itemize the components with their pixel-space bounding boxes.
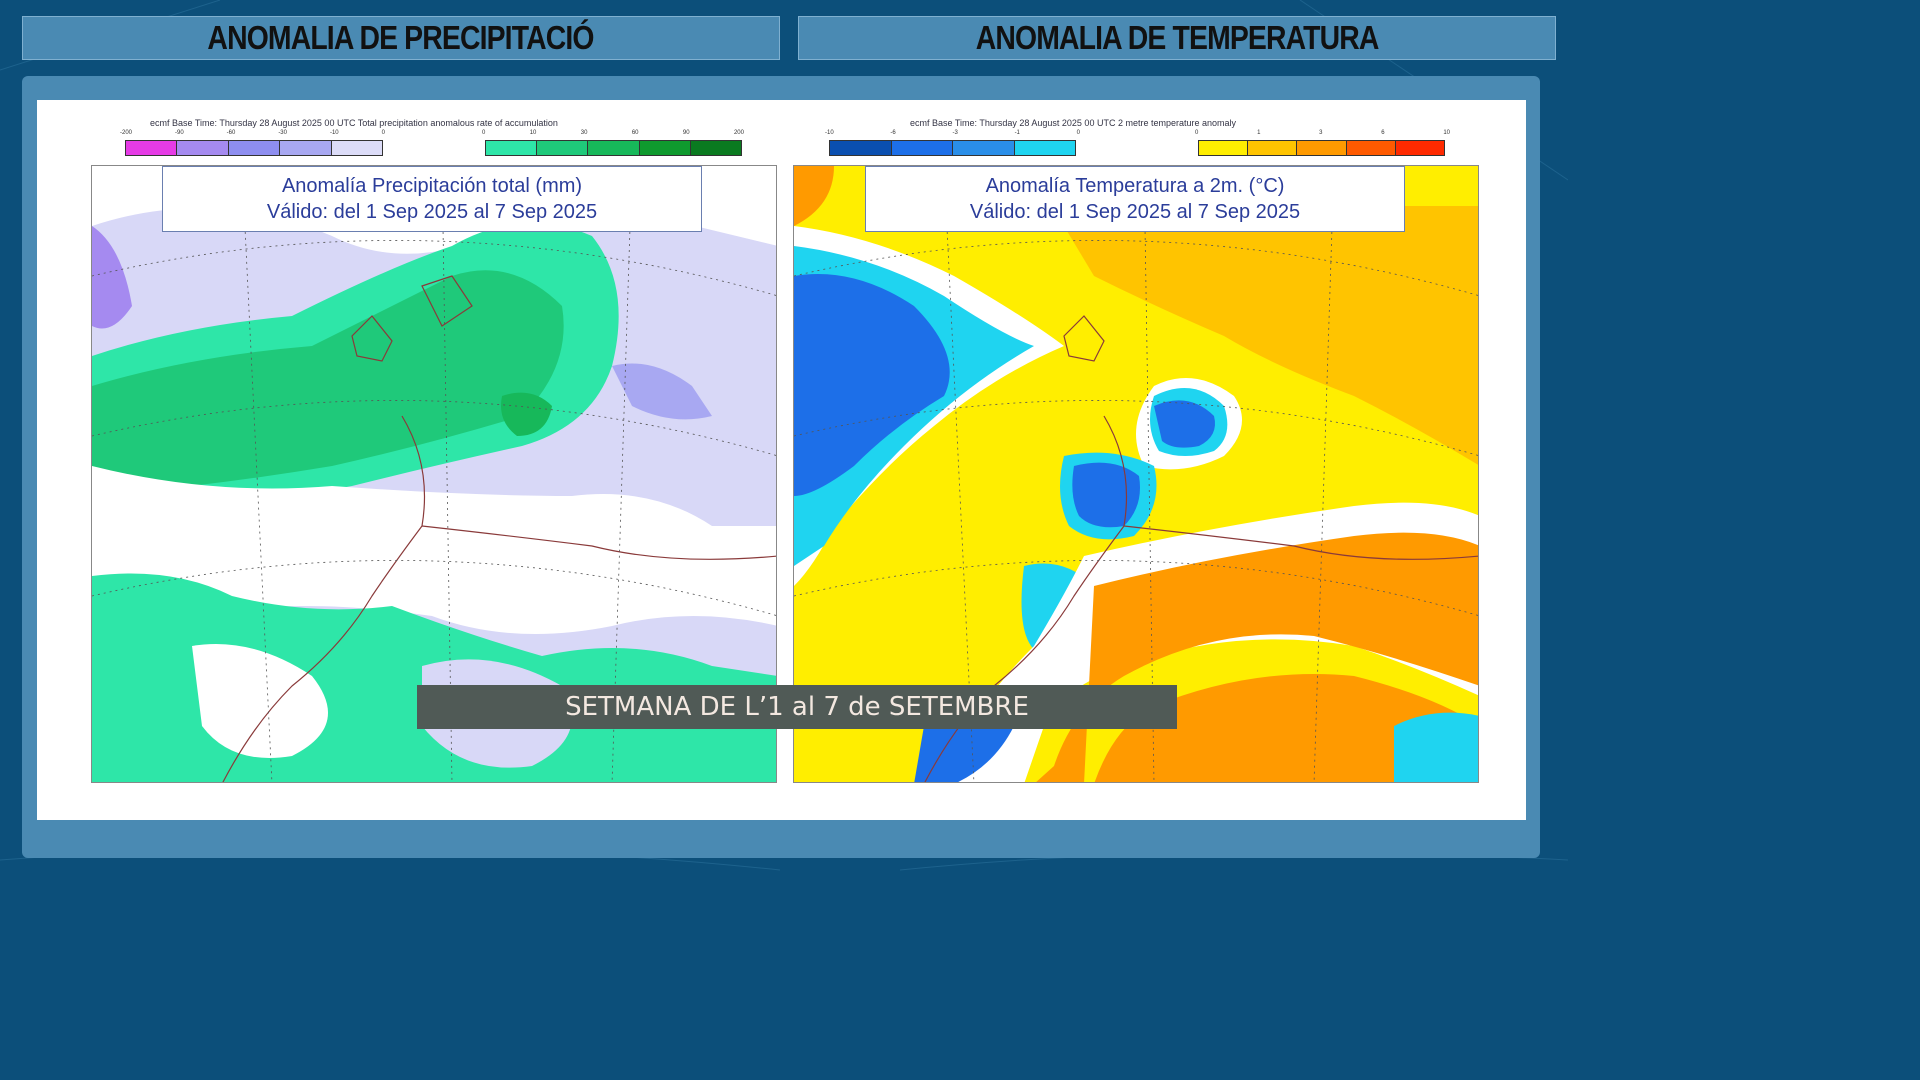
temp-pos-ticks: 0 1 3 6 10 [1195, 130, 1450, 136]
maps-precipitation-pos_ticks-tick-4: 90 [682, 130, 690, 136]
maps-precipitation-neg_ticks-tick-0: -200 [120, 130, 133, 136]
temp-pos-legend [1198, 140, 1445, 156]
maps-temperature-neg_ticks-tick-3: -1 [1014, 130, 1020, 136]
maps-precipitation-neg_ticks-tick-4: -10 [329, 130, 339, 136]
precip-base-time: ecmf Base Time: Thursday 28 August 2025 … [150, 118, 558, 128]
precipitation-header: ANOMALIA DE PRECIPITACIÓ [22, 16, 780, 60]
maps-temperature-pos_ticks-tick-4: 10 [1443, 130, 1450, 136]
precipitation-header-text: ANOMALIA DE PRECIPITACIÓ [207, 19, 595, 56]
temp-title-line1: Anomalía Temperatura a 2m. (°C) [985, 175, 1285, 197]
temperature-header: ANOMALIA DE TEMPERATURA [798, 16, 1556, 60]
week-caption: SETMANA DE L’1 al 7 de SETEMBRE [417, 685, 1177, 729]
maps-temperature-pos_ticks-tick-0: 0 [1195, 130, 1199, 136]
maps-precipitation-neg_ticks-tick-1: -90 [175, 130, 184, 136]
precip-neg-swatch-1 [177, 141, 229, 155]
temp-neg-legend [829, 140, 1076, 156]
maps-precipitation-pos_ticks-tick-5: 200 [733, 130, 744, 136]
precipitation-map-graphic [92, 166, 776, 782]
maps-temperature-neg_ticks-tick-0: -10 [825, 130, 834, 136]
temperature-map-graphic [794, 166, 1478, 782]
maps-temperature-neg_ticks-tick-1: -6 [890, 130, 896, 136]
maps-temperature-neg_ticks-tick-2: -3 [952, 130, 958, 136]
temp-base-time: ecmf Base Time: Thursday 28 August 2025 … [910, 118, 1236, 128]
precip-neg-ticks: -200 -90 -60 -30 -10 0 [120, 130, 385, 136]
temperature-header-text: ANOMALIA DE TEMPERATURA [975, 19, 1380, 56]
precipitation-map [91, 165, 777, 783]
temp-neg-swatch-0 [830, 141, 892, 155]
precip-neg-legend [125, 140, 383, 156]
precip-pos-swatch-1 [537, 141, 589, 155]
precip-pos-swatch-3 [639, 141, 691, 155]
maps-precipitation-pos_ticks-tick-1: 10 [529, 130, 537, 136]
temperature-map [793, 165, 1479, 783]
precip-pos-swatch-4 [690, 141, 742, 155]
maps-temperature-neg_ticks-tick-4: 0 [1076, 130, 1080, 136]
precip-pos-ticks: 0 10 30 60 90 200 [482, 130, 744, 136]
precip-pos-legend [485, 140, 742, 156]
precip-neg-swatch-4 [331, 141, 383, 155]
temp-title-line2: Válido: del 1 Sep 2025 al 7 Sep 2025 [969, 201, 1301, 223]
precip-neg-swatch-2 [228, 141, 281, 155]
maps-temperature-pos_ticks-tick-3: 6 [1381, 130, 1385, 136]
temp-pos-swatch-0 [1199, 141, 1249, 155]
precip-title-line1: Anomalía Precipitación total (mm) [281, 175, 583, 197]
maps-precipitation-pos_ticks-tick-2: 30 [580, 130, 588, 136]
precip-pos-swatch-2 [588, 141, 640, 155]
maps-precipitation-pos_ticks-tick-3: 60 [631, 130, 639, 136]
temp-neg-swatch-2 [953, 141, 1015, 155]
maps-precipitation-neg_ticks-tick-2: -60 [226, 130, 236, 136]
maps-precipitation-neg_ticks-tick-3: -30 [278, 130, 287, 136]
precip-title-line2: Válido: del 1 Sep 2025 al 7 Sep 2025 [266, 201, 598, 223]
maps-temperature-pos_ticks-tick-2: 3 [1319, 130, 1323, 136]
precip-neg-swatch-3 [280, 141, 332, 155]
maps-precipitation-neg_ticks-tick-5: 0 [381, 130, 385, 136]
temp-neg-ticks: -10 -6 -3 -1 0 [825, 130, 1080, 136]
precipitation-map-title: Anomalía Precipitación total (mm) Válido… [162, 166, 702, 232]
temperature-map-title: Anomalía Temperatura a 2m. (°C) Válido: … [865, 166, 1405, 232]
temp-pos-swatch-2 [1297, 141, 1347, 155]
temp-pos-swatch-3 [1346, 141, 1396, 155]
temp-neg-swatch-1 [891, 141, 953, 155]
temp-pos-swatch-4 [1395, 141, 1445, 155]
week-caption-text: SETMANA DE L’1 al 7 de SETEMBRE [565, 692, 1029, 722]
temp-pos-swatch-1 [1248, 141, 1298, 155]
precip-neg-swatch-0 [126, 141, 178, 155]
precip-pos-swatch-0 [486, 141, 538, 155]
maps-precipitation-pos_ticks-tick-0: 0 [482, 130, 486, 136]
temp-neg-swatch-3 [1014, 141, 1075, 155]
maps-temperature-pos_ticks-tick-1: 1 [1257, 130, 1261, 136]
